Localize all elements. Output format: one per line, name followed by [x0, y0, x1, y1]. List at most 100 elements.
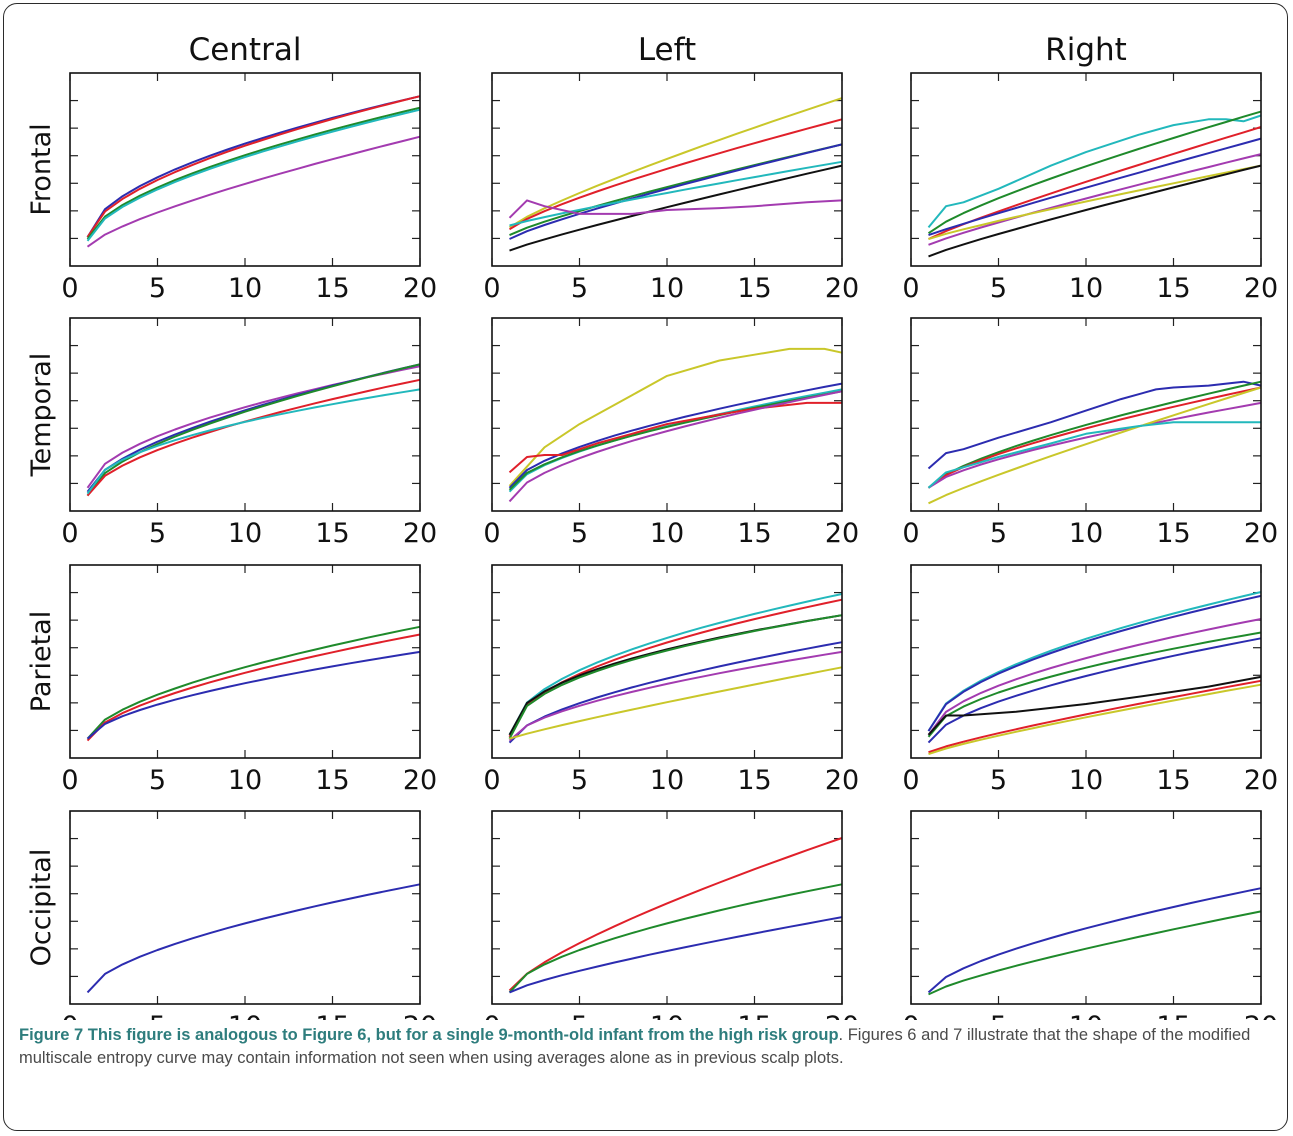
- series-line-red: [928, 126, 1262, 240]
- x-tick-label: 10: [228, 765, 262, 796]
- x-tick-label: 10: [1069, 518, 1103, 549]
- series-line-blue: [86, 883, 421, 994]
- series-line-black: [928, 164, 1262, 258]
- x-tick-label: 15: [737, 273, 771, 304]
- series-line-black: [508, 614, 843, 736]
- plot-area-border: [69, 317, 421, 512]
- series-line-yellow: [928, 683, 1262, 756]
- plot-area-border: [69, 564, 421, 759]
- series-line-red: [508, 118, 843, 231]
- x-tick-label: 5: [571, 1011, 588, 1020]
- plot-area-border: [910, 72, 1262, 267]
- x-tick-label: 20: [1244, 273, 1278, 304]
- series-line-green: [508, 883, 843, 994]
- x-tick-label: 20: [403, 765, 437, 796]
- series-line-green: [86, 625, 421, 740]
- x-tick-label: 5: [149, 1011, 166, 1020]
- series-line-blue: [509, 143, 843, 240]
- plot-area-border: [491, 72, 843, 267]
- panel-parietal-central: 0 5 10 15 20: [61, 564, 437, 796]
- series-line-green: [927, 110, 1262, 235]
- x-tick-label: 5: [571, 518, 588, 549]
- x-tick-label: 0: [902, 273, 919, 304]
- x-tick-label: 0: [483, 273, 500, 304]
- series-line-black: [927, 675, 1262, 736]
- series-line-magenta: [86, 135, 421, 248]
- panel-frontal-right: 0 5 10 15 20: [902, 72, 1278, 304]
- column-title-central: Central: [189, 32, 302, 68]
- x-tick-label: 5: [149, 518, 166, 549]
- series-line-green: [928, 910, 1262, 996]
- plot-area-border: [69, 810, 421, 1005]
- series-line-blue: [508, 641, 843, 744]
- series-line-blue: [927, 637, 1262, 744]
- panels: 0 5 10 15 20 0 5 10 15 20 0 5 10 15 20 0 5 10 15 20 0 5 10 15 20…: [61, 72, 1278, 1020]
- x-tick-label: 10: [228, 518, 262, 549]
- x-tick-label: 15: [1156, 518, 1190, 549]
- panel-temporal-right: 0 5 10 15 20: [902, 317, 1278, 549]
- series-line-cyan: [927, 421, 1261, 489]
- series-line-blue: [928, 137, 1262, 237]
- x-tick-label: 10: [1069, 765, 1103, 796]
- row-labels: Frontal Temporal Parietal Occipital: [26, 123, 57, 966]
- row-label-parietal: Parietal: [26, 611, 57, 712]
- plot-area-border: [910, 564, 1262, 759]
- x-tick-label: 5: [990, 273, 1007, 304]
- column-titles: Central Left Right: [189, 32, 1127, 68]
- plot-area-border: [69, 72, 421, 267]
- x-tick-label: 10: [650, 765, 684, 796]
- series-line-blue: [508, 382, 843, 489]
- plot-area-border: [491, 810, 843, 1005]
- series-line-magenta: [927, 618, 1262, 736]
- series-line-magenta: [508, 650, 843, 742]
- series-line-cyan: [509, 160, 843, 227]
- x-tick-label: 0: [61, 518, 78, 549]
- column-title-right: Right: [1045, 32, 1127, 68]
- caption-text: . Figures 6 and 7 illustrate that the sh…: [19, 1026, 1251, 1067]
- x-tick-label: 0: [483, 1011, 500, 1020]
- series-line-cyan: [86, 108, 421, 242]
- row-label-occipital: Occipital: [26, 849, 57, 967]
- plot-area-border: [491, 317, 843, 512]
- x-tick-label: 10: [650, 1011, 684, 1020]
- x-tick-label: 10: [650, 518, 684, 549]
- series-line-cyan: [508, 593, 843, 736]
- series-line-blue: [86, 363, 421, 493]
- row-label-frontal: Frontal: [26, 123, 57, 215]
- x-tick-label: 20: [403, 1011, 437, 1020]
- series-line-magenta: [86, 365, 421, 489]
- series-line-blue: [86, 650, 421, 740]
- x-tick-label: 15: [315, 518, 349, 549]
- series-line-red: [86, 95, 421, 238]
- x-tick-label: 0: [61, 765, 78, 796]
- figure-frame: [3, 3, 1288, 1131]
- x-tick-label: 5: [990, 518, 1007, 549]
- x-tick-label: 15: [737, 1011, 771, 1020]
- series-line-blue: [509, 916, 843, 994]
- series-line-black: [509, 164, 843, 252]
- column-title-left: Left: [638, 32, 696, 68]
- x-tick-label: 10: [1069, 1011, 1103, 1020]
- x-tick-label: 0: [483, 765, 500, 796]
- series-line-magenta: [508, 199, 843, 219]
- panel-occipital-central: 0 5 10 15 20: [61, 810, 437, 1020]
- x-tick-label: 20: [1244, 1011, 1278, 1020]
- x-tick-label: 15: [1156, 273, 1190, 304]
- plot-area-border: [910, 810, 1262, 1005]
- x-tick-label: 15: [315, 1011, 349, 1020]
- x-tick-label: 5: [149, 273, 166, 304]
- x-tick-label: 0: [61, 273, 78, 304]
- x-tick-label: 20: [1244, 518, 1278, 549]
- x-tick-label: 0: [61, 1011, 78, 1020]
- series-line-magenta: [927, 401, 1262, 489]
- x-tick-label: 20: [825, 765, 859, 796]
- series-line-yellow: [508, 97, 843, 229]
- series-line-magenta: [508, 390, 843, 503]
- series-line-red: [508, 837, 843, 992]
- panel-temporal-central: 0 5 10 15 20: [61, 317, 437, 549]
- x-tick-label: 15: [1156, 765, 1190, 796]
- x-tick-label: 0: [902, 765, 919, 796]
- x-tick-label: 15: [737, 765, 771, 796]
- series-line-yellow: [928, 164, 1262, 240]
- x-tick-label: 20: [825, 273, 859, 304]
